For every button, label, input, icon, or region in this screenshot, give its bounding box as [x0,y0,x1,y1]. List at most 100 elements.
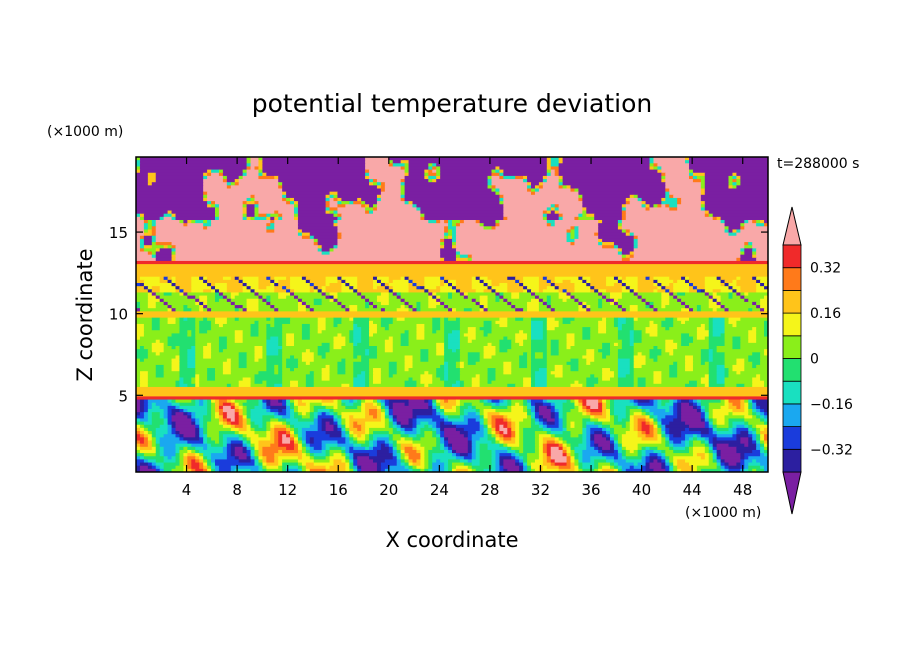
field-cell [207,437,212,442]
field-cell [610,427,615,432]
field-cell [629,229,726,234]
field-cell [471,339,500,344]
field-cell [408,456,421,460]
field-cell [230,276,236,281]
field-cell [752,352,761,357]
field-cell [365,166,402,171]
field-cell [673,434,682,438]
field-cell [404,188,493,193]
field-cell [215,462,256,467]
field-cell [349,283,358,287]
field-cell [297,308,307,312]
field-cell [586,358,595,363]
field-cell [365,305,370,309]
field-cell [519,437,524,442]
field-cell [266,298,271,303]
field-cell [136,396,768,401]
field-cell [534,383,548,388]
field-cell [752,251,757,256]
field-cell [542,289,560,294]
field-cell [274,412,279,416]
field-cell [649,424,655,429]
field-cell [744,361,753,366]
field-cell [424,462,429,467]
field-cell [756,437,761,442]
field-cell [527,333,532,338]
field-cell [341,431,346,435]
field-cell [380,279,390,284]
field-cell [136,399,141,404]
field-cell [732,427,737,432]
field-cell [463,434,469,438]
field-cell [459,292,465,297]
field-cell [250,197,256,202]
field-cell [179,453,184,457]
field-cell [491,418,497,423]
field-cell [653,377,662,382]
field-cell [159,216,165,221]
field-cell [515,456,520,460]
field-cell [183,437,200,442]
field-cell [341,383,350,388]
field-cell [384,443,390,448]
field-cell [416,418,433,423]
field-cell [400,295,429,300]
field-cell [554,207,560,212]
field-cell [278,182,283,186]
field-cell [704,415,710,420]
field-cell [483,323,493,328]
field-cell [159,415,165,420]
field-cell [230,440,244,445]
field-cell [258,279,271,284]
field-cell [238,418,244,423]
field-cell [333,424,339,429]
field-cell [558,216,564,221]
field-cell [649,431,655,435]
field-cell [183,409,188,413]
field-cell [523,446,536,451]
field-cell [542,459,548,464]
field-cell [448,462,453,467]
field-cell [167,336,196,341]
field-cell [222,421,228,426]
field-cell [550,431,564,435]
field-cell [203,402,208,407]
field-cell [242,339,267,344]
field-cell [305,380,315,385]
field-cell [254,216,267,221]
field-cell [712,440,741,445]
field-cell [238,383,252,388]
field-cell [203,194,208,199]
field-cell [341,415,350,420]
field-cell [282,374,307,379]
field-cell [641,405,658,410]
field-cell [309,232,339,237]
field-cell [143,437,149,442]
field-cell [301,434,307,438]
field-cell [495,349,500,353]
field-cell [404,276,410,281]
field-cell [452,462,465,467]
field-cell [625,409,631,413]
field-cell [400,459,406,464]
field-cell [297,298,303,303]
field-cell [756,434,761,438]
field-cell [218,342,228,347]
field-cell [736,279,757,284]
field-cell [187,333,192,338]
field-cell [179,346,192,350]
field-cell [448,371,461,375]
field-cell [511,292,520,297]
field-cell [578,399,583,404]
field-cell [657,431,662,435]
field-cell [610,301,615,306]
field-cell [195,336,220,341]
field-cell [444,358,461,363]
field-cell [558,346,568,350]
field-cell [515,437,520,442]
field-cell [538,443,544,448]
field-cell [467,421,481,426]
field-cell [230,182,236,186]
field-cell [613,418,619,423]
field-cell [503,336,508,341]
